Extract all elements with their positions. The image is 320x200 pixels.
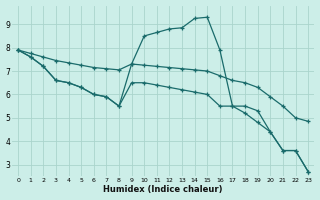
X-axis label: Humidex (Indice chaleur): Humidex (Indice chaleur): [103, 185, 223, 194]
